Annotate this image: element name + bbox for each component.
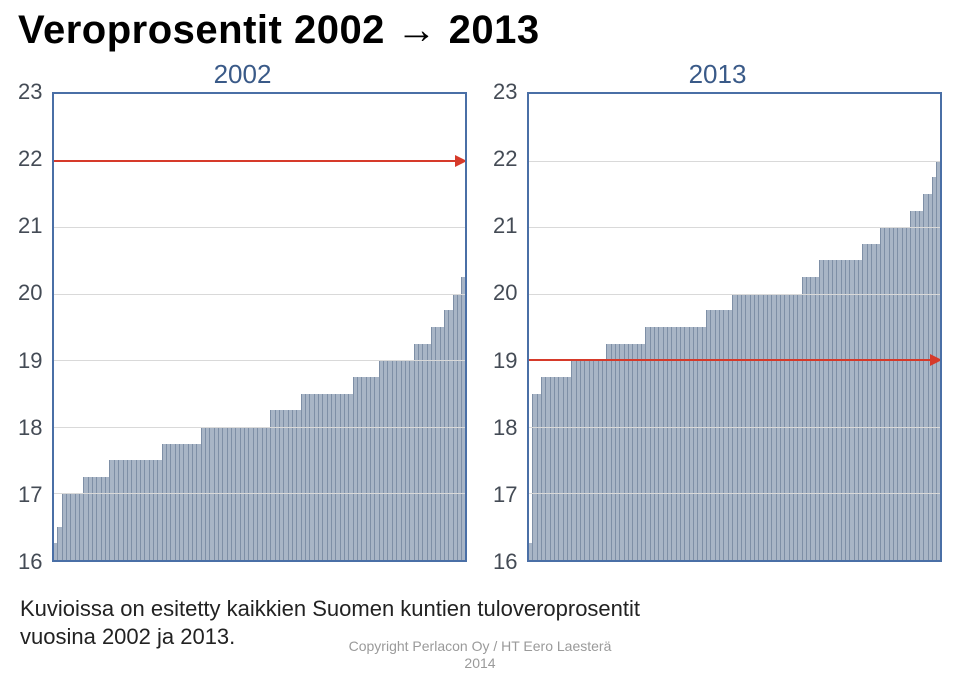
chart-2013-title: 2013 — [493, 59, 942, 90]
y-tick: 21 — [18, 213, 50, 239]
chart-2002-wrap: 2002 1617181920212223 — [18, 57, 467, 562]
y-tick: 23 — [493, 79, 525, 105]
gridline — [529, 427, 940, 428]
chart-2013-box: 1617181920212223 — [493, 92, 942, 562]
y-tick: 18 — [493, 415, 525, 441]
y-tick: 20 — [18, 280, 50, 306]
copyright: Copyright Perlacon Oy / HT Eero Laesterä… — [349, 638, 612, 672]
gridline — [54, 427, 465, 428]
chart-2002-bars — [54, 94, 465, 560]
arrow-right-icon — [455, 155, 467, 167]
y-tick: 21 — [493, 213, 525, 239]
chart-2013-bars — [529, 94, 940, 560]
chart-2002-plot — [52, 92, 467, 562]
copyright-line2: 2014 — [464, 655, 495, 671]
y-tick: 22 — [493, 146, 525, 172]
gridline — [529, 161, 940, 162]
y-tick: 17 — [493, 482, 525, 508]
chart-2002-yaxis: 1617181920212223 — [18, 92, 52, 562]
gridline — [529, 493, 940, 494]
title-suffix: 2013 — [437, 8, 540, 52]
y-tick: 16 — [493, 549, 525, 575]
y-tick: 20 — [493, 280, 525, 306]
title-arrow-icon: → — [397, 8, 438, 53]
page-title: Veroprosentit 2002 → 2013 — [18, 8, 942, 53]
chart-2002-box: 1617181920212223 — [18, 92, 467, 562]
reference-line — [529, 359, 940, 361]
y-tick: 23 — [18, 79, 50, 105]
y-tick: 16 — [18, 549, 50, 575]
gridline — [54, 294, 465, 295]
y-tick: 18 — [18, 415, 50, 441]
chart-2013-yaxis: 1617181920212223 — [493, 92, 527, 562]
gridline — [54, 493, 465, 494]
gridline — [54, 227, 465, 228]
y-tick: 22 — [18, 146, 50, 172]
y-tick: 19 — [493, 348, 525, 374]
title-prefix: Veroprosentit 2002 — [18, 8, 397, 52]
gridline — [529, 227, 940, 228]
y-tick: 17 — [18, 482, 50, 508]
reference-line — [54, 160, 465, 162]
caption-line1: Kuvioissa on esitetty kaikkien Suomen ku… — [20, 596, 640, 621]
gridline — [529, 294, 940, 295]
gridline — [54, 360, 465, 361]
y-tick: 19 — [18, 348, 50, 374]
chart-2002-title: 2002 — [18, 59, 467, 90]
bar — [461, 277, 465, 560]
chart-2013-plot — [527, 92, 942, 562]
caption-line2: vuosina 2002 ja 2013. — [20, 624, 235, 649]
charts-row: 2002 1617181920212223 2013 1617181920212… — [18, 57, 942, 562]
copyright-line1: Copyright Perlacon Oy / HT Eero Laesterä — [349, 638, 612, 654]
chart-2013-wrap: 2013 1617181920212223 — [493, 57, 942, 562]
arrow-right-icon — [930, 354, 942, 366]
